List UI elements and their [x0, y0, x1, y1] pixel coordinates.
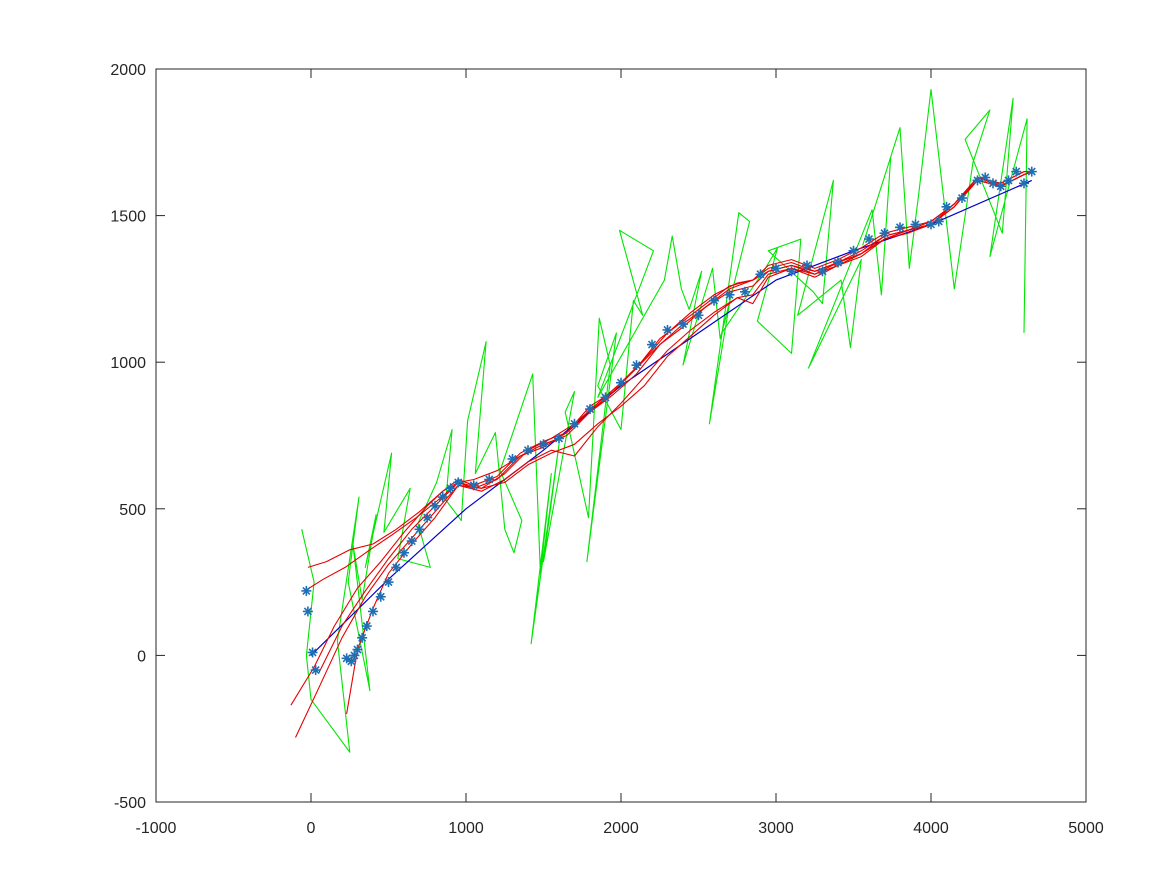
x-tick-label: -1000: [136, 820, 177, 837]
data-point-marker: [817, 266, 828, 277]
y-tick-label: -500: [114, 795, 146, 812]
data-point-marker: [445, 483, 456, 494]
data-point-marker: [933, 216, 944, 227]
data-point-marker: [678, 319, 688, 330]
data-point-marker: [554, 433, 564, 444]
data-point-marker: [375, 591, 386, 602]
series-estimates-line-6: [346, 171, 1032, 715]
data-point-marker: [709, 295, 719, 306]
data-point-marker: [507, 453, 518, 464]
data-point-marker: [1026, 166, 1037, 177]
y-tick-label: 1000: [110, 355, 146, 372]
y-tick-label: 1500: [110, 209, 146, 226]
data-point-marker: [771, 263, 781, 274]
data-point-marker: [1011, 166, 1022, 177]
data-point-marker: [1003, 175, 1014, 186]
data-point-marker: [941, 201, 952, 212]
data-point-marker: [879, 228, 890, 239]
data-point-marker: [430, 500, 440, 511]
data-point-marker: [980, 172, 991, 183]
data-point-marker: [833, 257, 843, 268]
data-point-marker: [693, 310, 704, 321]
data-point-marker: [1019, 178, 1029, 189]
axis-ticks: -1000 0 1000 2000 3000 4000 5000 -500 0 500 1000 15…: [110, 62, 1103, 837]
data-point-marker: [786, 266, 797, 277]
data-point-marker: [484, 474, 495, 485]
x-tick-label: 0: [307, 820, 316, 837]
data-point-marker: [352, 644, 363, 655]
data-point-marker: [399, 547, 409, 558]
data-point-marker: [453, 477, 464, 488]
x-tick-label: 3000: [758, 820, 794, 837]
data-point-marker: [368, 606, 378, 617]
data-point-marker: [972, 175, 983, 186]
data-point-marker: [755, 269, 766, 280]
data-point-marker: [740, 286, 750, 297]
data-point-marker: [437, 492, 448, 503]
data-point-marker: [422, 512, 433, 523]
data-point-marker: [864, 234, 874, 245]
y-tick-label: 500: [119, 502, 146, 519]
data-point-marker: [895, 222, 905, 233]
data-point-marker: [406, 536, 417, 547]
data-point-marker: [631, 360, 642, 371]
data-point-marker: [569, 418, 580, 429]
data-point-marker: [662, 324, 673, 335]
data-point-marker: [346, 656, 357, 667]
data-point-marker: [361, 621, 372, 632]
x-tick-label: 4000: [913, 820, 949, 837]
data-point-marker: [926, 219, 936, 230]
data-point-marker: [301, 585, 312, 596]
data-point-marker: [600, 392, 611, 403]
data-point-marker: [848, 245, 859, 256]
series-estimates-line-5: [295, 171, 1032, 738]
data-point-marker: [391, 562, 402, 573]
data-point-marker: [302, 606, 313, 617]
data-point-marker: [357, 632, 368, 643]
data-point-marker: [307, 647, 318, 658]
data-point-marker: [538, 439, 549, 450]
data-point-marker: [310, 665, 321, 676]
x-tick-label: 1000: [448, 820, 484, 837]
data-point-marker: [414, 524, 425, 535]
x-tick-label: 5000: [1068, 820, 1104, 837]
y-tick-label: 2000: [110, 62, 146, 79]
data-point-marker: [523, 445, 533, 456]
data-point-marker: [468, 480, 479, 491]
data-point-marker: [383, 577, 394, 588]
data-point-marker: [616, 377, 626, 388]
data-point-marker: [910, 219, 921, 230]
data-point-marker: [724, 289, 735, 300]
plot-area: [290, 88, 1037, 753]
data-point-marker: [988, 178, 998, 189]
data-point-marker: [647, 339, 657, 350]
data-point-marker: [995, 181, 1006, 192]
data-point-marker: [957, 193, 967, 204]
x-tick-label: 2000: [603, 820, 639, 837]
data-point-marker: [585, 404, 595, 415]
y-tick-label: 0: [137, 648, 146, 665]
data-point-marker: [802, 260, 812, 271]
